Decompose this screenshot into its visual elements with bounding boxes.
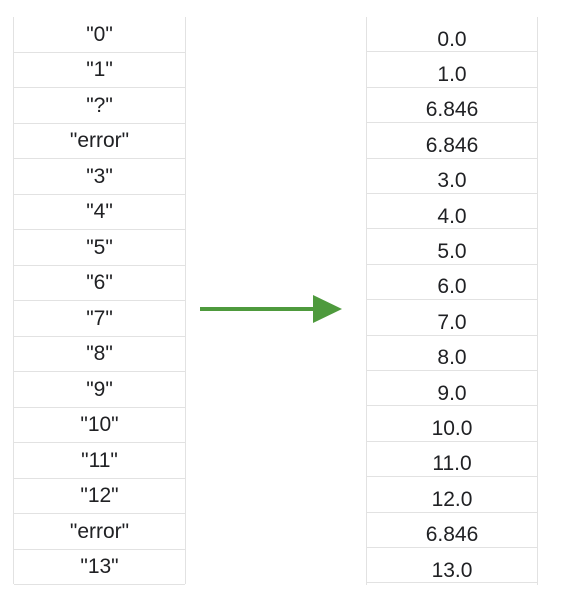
output-column: 0.0 1.0 6.846 6.846 3.0 4.0 5.0 6.0 7.0 8.0 9.0 10.… [366, 17, 538, 585]
list-item: "11" [14, 443, 185, 479]
list-item: "8" [14, 337, 185, 372]
list-item: "7" [14, 301, 185, 337]
list-item: 13.0 [367, 548, 537, 584]
right-arrow-icon [200, 295, 342, 323]
list-item: "5" [14, 230, 185, 266]
list-item: 7.0 [367, 300, 537, 336]
list-item: 11.0 [367, 442, 537, 478]
list-item: 6.846 [367, 123, 537, 159]
list-item: "error" [14, 124, 185, 159]
list-item: "10" [14, 408, 185, 443]
list-item: 6.846 [367, 88, 537, 124]
list-item: "1" [14, 53, 185, 88]
list-item: "9" [14, 372, 185, 408]
list-item: 3.0 [367, 159, 537, 194]
input-column: "0" "1" "?" "error" "3" "4" "5" "6" "7" "8" "9" "10… [13, 17, 186, 585]
list-item: 10.0 [367, 406, 537, 442]
list-item: 6.846 [367, 513, 537, 548]
list-item: "3" [14, 159, 185, 195]
list-item: "6" [14, 266, 185, 301]
list-item: "?" [14, 88, 185, 124]
list-item: "0" [14, 17, 185, 53]
list-item: 1.0 [367, 52, 537, 88]
list-item: 6.0 [367, 265, 537, 301]
list-item: 4.0 [367, 194, 537, 230]
list-item: "13" [14, 550, 185, 585]
list-item: "12" [14, 479, 185, 514]
list-item: 0.0 [367, 17, 537, 53]
list-item: 5.0 [367, 229, 537, 265]
list-item: 9.0 [367, 371, 537, 407]
list-item: 12.0 [367, 477, 537, 513]
list-item: "4" [14, 195, 185, 230]
list-item: "error" [14, 514, 185, 550]
list-item: 8.0 [367, 336, 537, 371]
